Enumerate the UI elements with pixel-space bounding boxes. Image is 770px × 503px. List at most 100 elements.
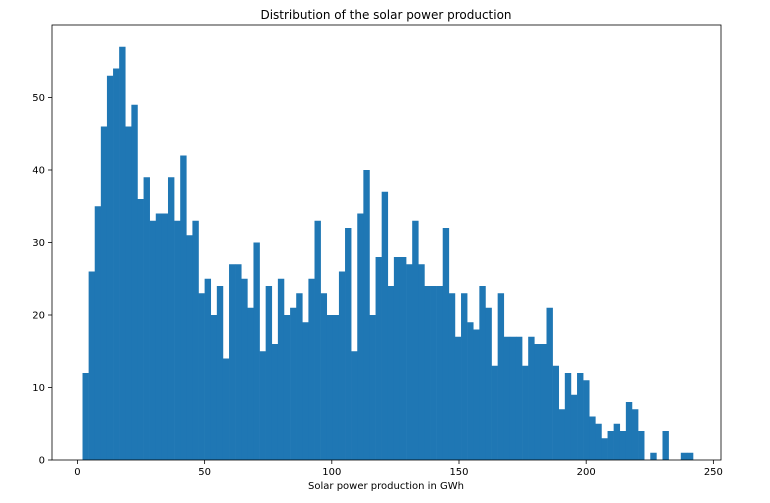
histogram-bar [82, 373, 89, 460]
histogram-bar [149, 220, 157, 460]
histogram-bar [216, 286, 224, 460]
histogram-bar [308, 278, 315, 460]
histogram-bar [161, 213, 169, 460]
histogram-bar [442, 228, 450, 460]
histogram-bar [125, 126, 132, 460]
histogram-bar [277, 278, 285, 460]
histogram-bar [229, 264, 236, 460]
histogram-bar [180, 155, 187, 460]
histogram-bar [583, 380, 590, 460]
histogram-bar [375, 257, 382, 460]
histogram-bar [528, 336, 535, 460]
histogram-bar [302, 322, 309, 460]
histogram-bar [314, 220, 321, 460]
histogram-bar [412, 220, 419, 460]
histogram-bar [454, 336, 462, 460]
histogram-bar [106, 75, 114, 460]
x-tick-label: 100 [322, 467, 341, 478]
histogram-bar [638, 431, 645, 460]
histogram-bar [570, 394, 578, 460]
histogram-bar [253, 242, 260, 460]
histogram-bar [265, 286, 273, 460]
histogram-bar [338, 271, 346, 460]
histogram-bar [210, 315, 218, 460]
histogram-bar [155, 213, 163, 460]
histogram-bar [296, 293, 303, 460]
histogram-bar [503, 336, 511, 460]
histogram-bar [320, 293, 328, 460]
histogram-bar [100, 126, 108, 460]
histogram-bar [399, 257, 407, 460]
histogram-bar [564, 373, 572, 460]
y-tick-label: 10 [32, 383, 45, 394]
y-tick-label: 30 [32, 238, 45, 249]
histogram-bar [222, 358, 230, 460]
histogram-bar [485, 307, 492, 460]
histogram-bar [326, 315, 334, 460]
histogram-bar [119, 46, 126, 460]
histogram-bar [204, 278, 212, 460]
histogram-bar [363, 170, 370, 460]
x-tick-label: 250 [704, 467, 723, 478]
histogram-bar [650, 452, 657, 460]
histogram-bar [497, 293, 505, 460]
x-tick-label: 200 [577, 467, 596, 478]
histogram-bar [491, 365, 498, 460]
histogram-bar [625, 402, 633, 460]
histogram-bar [424, 286, 431, 460]
x-tick-label: 150 [449, 467, 468, 478]
x-tick-label: 0 [74, 467, 80, 478]
histogram-bar [198, 293, 205, 460]
histogram-bar [515, 336, 523, 460]
histogram-bar [94, 206, 102, 460]
histogram-bar [448, 293, 456, 460]
histogram-bar [131, 104, 138, 460]
histogram-bar [351, 351, 358, 460]
histogram-bar [522, 365, 529, 460]
histogram-bar [290, 307, 297, 460]
histogram-bar [662, 431, 669, 460]
histogram-bar [247, 307, 254, 460]
histogram-bar [461, 293, 468, 460]
histogram-bar [192, 220, 199, 460]
histogram-bar [631, 409, 639, 460]
histogram-bar [607, 431, 614, 460]
histogram-bar [601, 438, 608, 460]
x-axis-label: Solar power production in GWh [308, 481, 464, 492]
histogram-bar [467, 322, 474, 460]
histogram-bar [88, 271, 96, 460]
histogram-bar [540, 344, 547, 460]
histogram-bar [241, 278, 248, 460]
histogram-bar [235, 264, 242, 460]
histogram-bar [436, 286, 444, 460]
y-tick-label: 40 [32, 166, 45, 177]
histogram-bar [534, 344, 541, 460]
histogram-bar [381, 191, 389, 460]
histogram-bar [387, 286, 395, 460]
histogram-bar [283, 315, 291, 460]
y-tick-label: 0 [39, 456, 45, 467]
y-tick-label: 50 [32, 93, 45, 104]
histogram-bar [558, 409, 566, 460]
histogram-bar [589, 416, 596, 460]
x-tick-label: 50 [198, 467, 211, 478]
histogram-bar [406, 264, 413, 460]
histogram-bar [137, 199, 144, 460]
histogram-bar [680, 452, 688, 460]
histogram-bar [167, 177, 175, 460]
histogram-bar [595, 423, 602, 460]
histogram-bar [686, 452, 694, 460]
histogram-bar [186, 235, 193, 460]
histogram-bar [473, 329, 480, 460]
histogram-bar [619, 431, 627, 460]
histogram-bar [393, 257, 401, 460]
histogram-bar [143, 177, 150, 460]
y-axis-ticks: 0 10 20 30 40 50 [32, 93, 52, 467]
histogram-bar [509, 336, 517, 460]
histogram-bar [546, 307, 553, 460]
histogram-bar [345, 228, 352, 460]
histogram-bar [552, 365, 560, 460]
histogram-bar [430, 286, 437, 460]
bars-group [82, 46, 694, 460]
